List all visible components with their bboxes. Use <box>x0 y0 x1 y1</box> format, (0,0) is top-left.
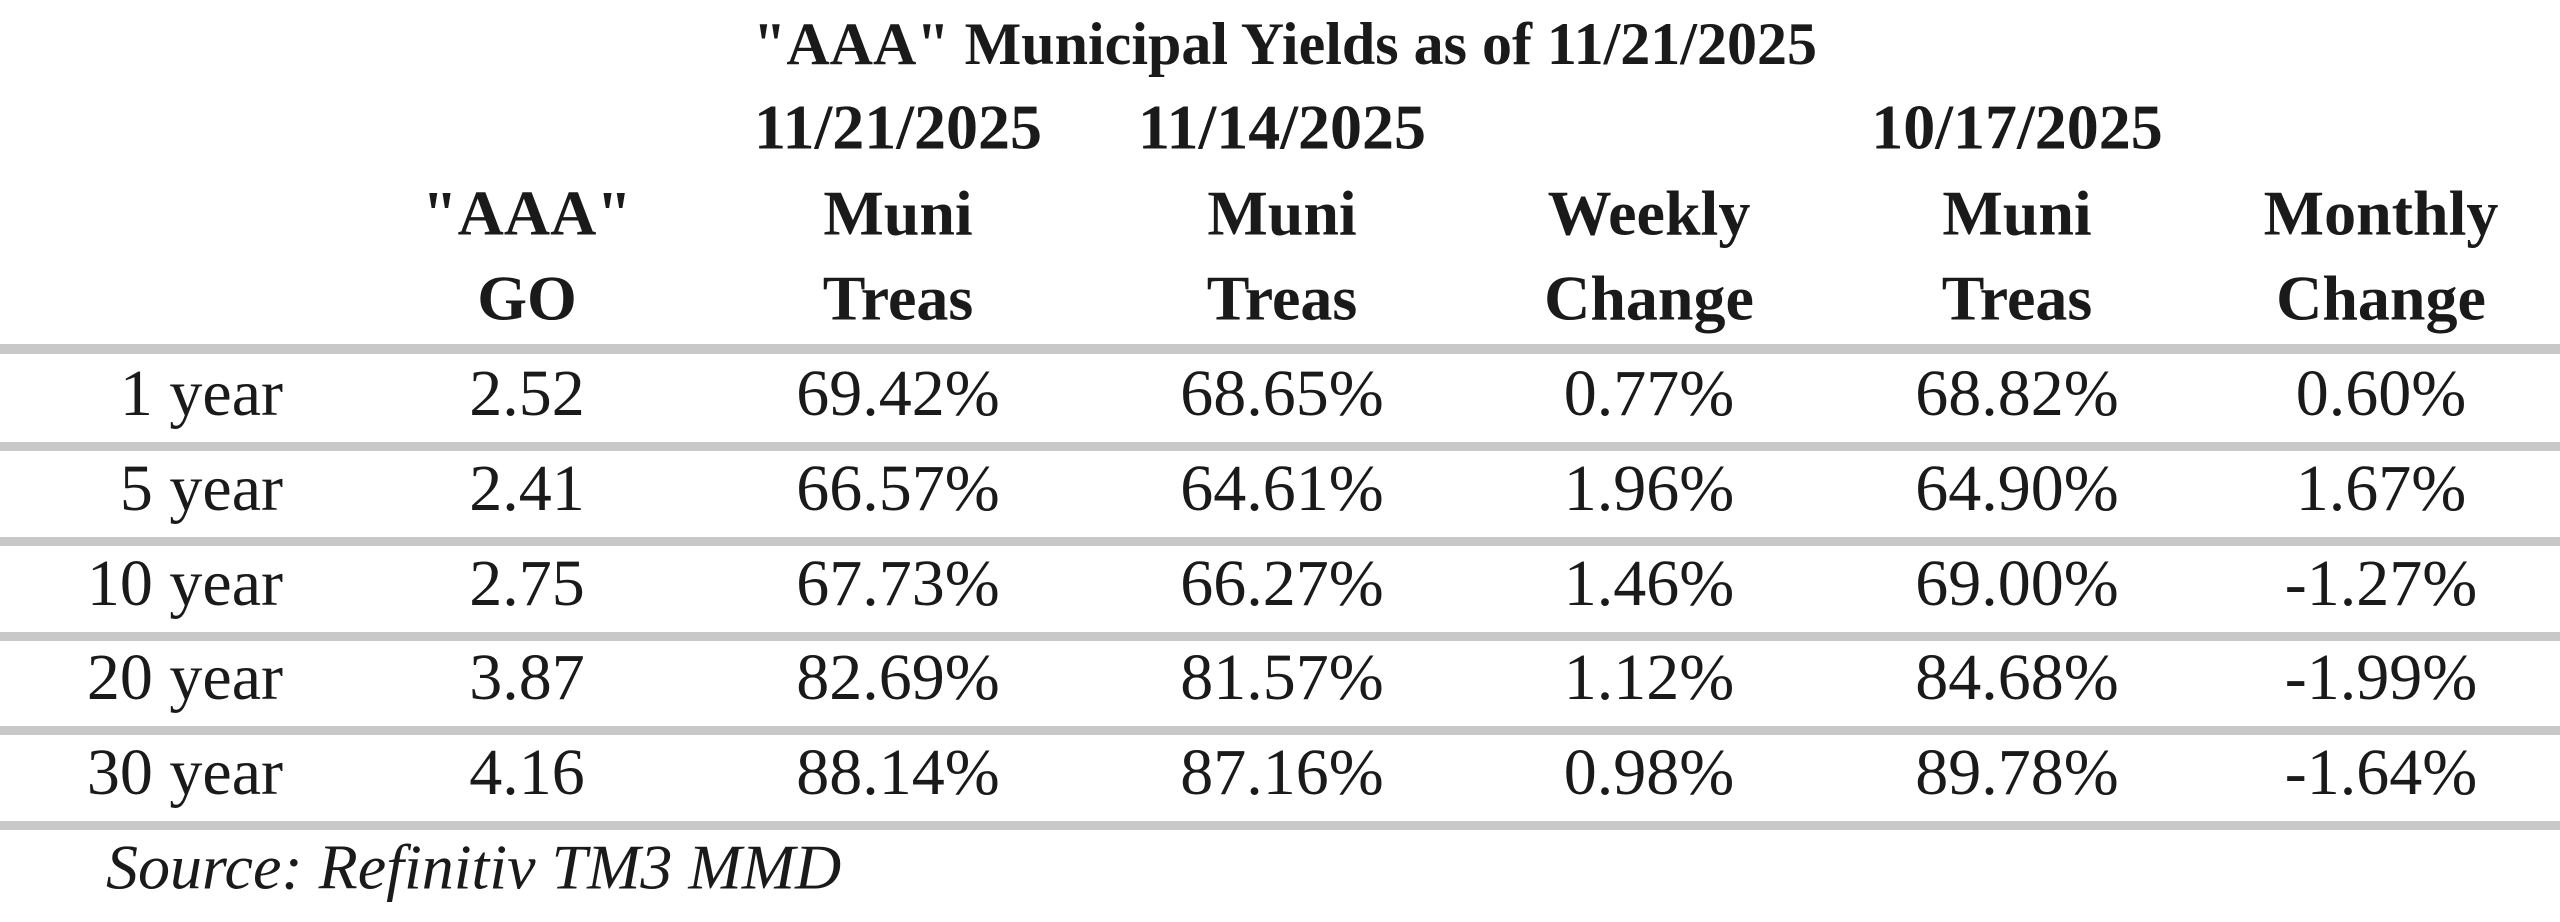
table-cell: 87.16% <box>1180 736 1383 809</box>
table-cell: 0.77% <box>1564 357 1734 430</box>
table-cell: 69.42% <box>796 357 999 430</box>
table-cell: -1.99% <box>2285 641 2477 714</box>
table-cell: 2.52 <box>469 357 585 430</box>
column-date: 11/14/2025 <box>1138 92 1426 163</box>
column-date: 11/21/2025 <box>754 92 1042 163</box>
row-separator <box>0 821 2560 830</box>
table-cell: 81.57% <box>1180 641 1383 714</box>
table-cell: 1.96% <box>1564 452 1734 525</box>
column-header: GO <box>477 263 577 334</box>
table-cell: 82.69% <box>796 641 999 714</box>
table-cell: 89.78% <box>1915 736 2118 809</box>
table-cell: 66.57% <box>796 452 999 525</box>
row-label: 10 year <box>87 547 283 620</box>
row-separator <box>0 726 2560 735</box>
table-cell: 2.75 <box>469 547 585 620</box>
column-header: Monthly <box>2264 178 2499 249</box>
table-cell: -1.27% <box>2285 547 2477 620</box>
row-separator <box>0 632 2560 641</box>
column-header: Muni <box>1207 178 1356 249</box>
table-cell: 4.16 <box>469 736 585 809</box>
row-label: 30 year <box>87 736 283 809</box>
row-separator <box>0 442 2560 451</box>
table-cell: 84.68% <box>1915 641 2118 714</box>
table-cell: 66.27% <box>1180 547 1383 620</box>
table-cell: 68.82% <box>1915 357 2118 430</box>
column-header: Weekly <box>1548 178 1751 249</box>
source-note: Source: Refinitiv TM3 MMD <box>106 832 841 903</box>
table-cell: -1.64% <box>2285 736 2477 809</box>
column-header: Treas <box>1942 263 2093 334</box>
table-cell: 3.87 <box>469 641 585 714</box>
column-header: Muni <box>1942 178 2091 249</box>
column-header: Change <box>2276 263 2486 334</box>
header-rule <box>0 344 2560 354</box>
table-cell: 64.90% <box>1915 452 2118 525</box>
table-cell: 1.46% <box>1564 547 1734 620</box>
column-date: 10/17/2025 <box>1871 92 2163 163</box>
table-cell: 67.73% <box>796 547 999 620</box>
column-header: Muni <box>823 178 972 249</box>
row-label: 1 year <box>120 357 283 430</box>
table-cell: 2.41 <box>469 452 585 525</box>
column-header: Treas <box>1207 263 1358 334</box>
row-label: 20 year <box>87 641 283 714</box>
table-cell: 1.67% <box>2296 452 2466 525</box>
column-header: Change <box>1544 263 1754 334</box>
table-cell: 68.65% <box>1180 357 1383 430</box>
table-cell: 88.14% <box>796 736 999 809</box>
table-cell: 0.98% <box>1564 736 1734 809</box>
table-title: "AAA" Municipal Yields as of 11/21/2025 <box>753 11 1817 77</box>
row-separator <box>0 537 2560 546</box>
table-cell: 69.00% <box>1915 547 2118 620</box>
table-cell: 0.60% <box>2296 357 2466 430</box>
column-header: Treas <box>823 263 974 334</box>
row-label: 5 year <box>120 452 283 525</box>
table-cell: 64.61% <box>1180 452 1383 525</box>
table-cell: 1.12% <box>1564 641 1734 714</box>
column-header: "AAA" <box>422 178 632 249</box>
